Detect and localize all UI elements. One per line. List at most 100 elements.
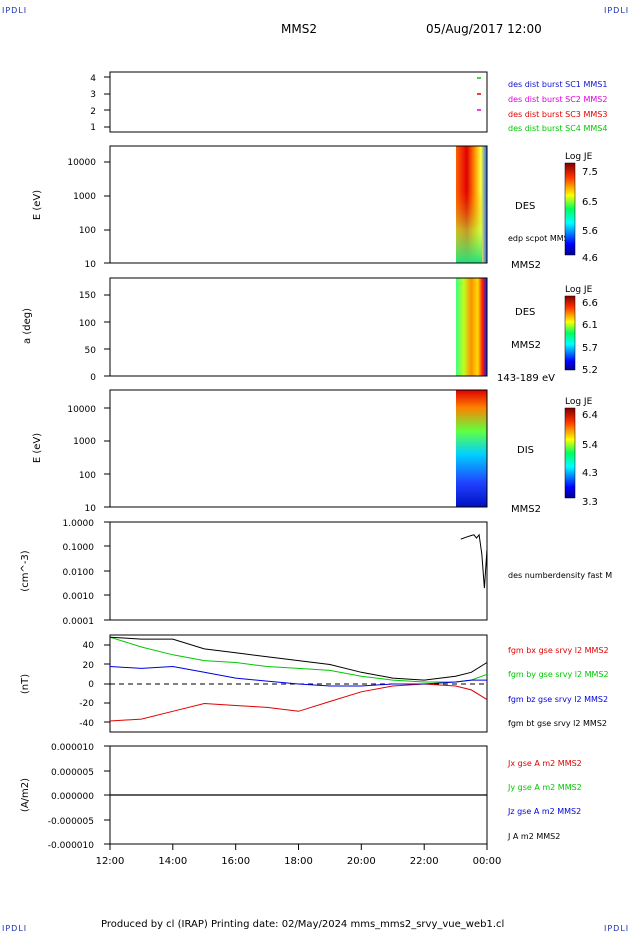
bfield-series-bz — [109, 665, 487, 687]
des-energy-colorbar — [564, 162, 576, 256]
dis-energy-cbar-tick-0: 6.4 — [582, 410, 598, 421]
des-energy-ytick-100: 100 — [79, 226, 96, 236]
dis-energy-ytick-10000: 10000 — [67, 405, 96, 415]
current-legend-jx: Jx gse A m2 MMS2 — [507, 759, 582, 768]
current-ticks — [104, 745, 110, 845]
des-pitch-panel: 150 100 50 0 a (deg) DES MMS2 143-189 eV… — [22, 277, 598, 384]
bfield-panel: 40 20 0 -20 -40 (nT) fgm bx gse srvy l2 … — [20, 634, 609, 733]
burst-frame — [109, 71, 488, 133]
dis-energy-spectrogram — [456, 390, 487, 507]
bfield-series-by — [109, 636, 488, 683]
dis-energy-ytick-10: 10 — [85, 504, 97, 514]
datetime-title: 05/Aug/2017 12:00 — [426, 22, 542, 36]
dis-energy-cbar-title: Log JE — [565, 397, 593, 407]
bfield-ylabel: (nT) — [20, 674, 31, 694]
dis-energy-cbar-tick-2: 4.3 — [582, 468, 598, 479]
current-legend-jz: Jz gse A m2 MMS2 — [507, 807, 581, 816]
density-ytick-0.001: 0.0010 — [63, 592, 95, 602]
bfield-legend-by: fgm by gse srvy l2 MMS2 — [508, 670, 609, 679]
des-pitch-sc: MMS2 — [511, 340, 541, 351]
des-energy-ytick-10000: 10000 — [67, 158, 96, 168]
current-ytick-2: 0.000000 — [51, 792, 94, 802]
burst-ytick-1: 1 — [90, 123, 96, 133]
des-pitch-range: 143-189 eV — [497, 373, 555, 384]
density-ytick-0.1: 0.1000 — [63, 543, 95, 553]
des-energy-cbar-tick-2: 5.6 — [582, 226, 598, 237]
des-pitch-cbar-title: Log JE — [565, 285, 593, 295]
des-energy-cbar-tick-0: 7.5 — [582, 167, 598, 178]
dis-energy-cbar-tick-3: 3.3 — [582, 497, 598, 508]
dis-energy-ticks — [104, 407, 110, 508]
burst-ytick-4: 4 — [90, 74, 96, 84]
current-ytick-4: -0.000010 — [48, 841, 94, 851]
bfield-ytick-0: 0 — [88, 680, 94, 690]
des-pitch-cbar-tick-1: 6.1 — [582, 320, 598, 331]
dis-energy-cbar-tick-1: 5.4 — [582, 440, 598, 451]
des-energy-ytick-10: 10 — [85, 260, 97, 270]
bfield-legend-bx: fgm bx gse srvy l2 MMS2 — [508, 646, 609, 655]
dis-energy-ytick-100: 100 — [79, 471, 96, 481]
des-pitch-cbar-tick-3: 5.2 — [582, 365, 598, 376]
bfield-legend-bz: fgm bz gse srvy l2 MMS2 — [508, 695, 608, 704]
time-tick-1: 14:00 — [158, 856, 187, 867]
density-ticks — [104, 521, 110, 621]
density-ytick-0.0001: 0.0001 — [63, 617, 95, 627]
density-series-line — [460, 533, 488, 589]
corner-label-top-left: IPDLI — [2, 6, 28, 15]
des-pitch-spectrogram — [456, 278, 487, 376]
dis-energy-colorbar — [564, 407, 576, 499]
des-pitch-ticks — [104, 294, 110, 377]
dis-energy-ylabel: E (eV) — [32, 433, 43, 463]
dis-energy-ytick-1000: 1000 — [73, 437, 96, 447]
time-axis-ticks — [109, 844, 488, 850]
density-panel: 1.0000 0.1000 0.0100 0.0010 0.0001 (cm^-… — [20, 519, 612, 627]
des-energy-ytick-1000: 1000 — [73, 192, 96, 202]
corner-label-bottom-right: IPDLI — [604, 924, 630, 933]
current-panel: 0.000010 0.000005 0.000000 -0.000005 -0.… — [20, 743, 582, 851]
des-energy-name: DES — [515, 201, 535, 212]
burst-legend-3: des dist burst SC3 MMS3 — [508, 110, 607, 119]
corner-label-bottom-left: IPDLI — [2, 924, 28, 933]
current-ytick-3: -0.000005 — [48, 817, 94, 827]
current-ylabel: (A/m2) — [20, 778, 31, 812]
density-frame — [109, 521, 488, 621]
time-tick-4: 20:00 — [347, 856, 376, 867]
des-energy-cbar-tick-3: 4.6 — [582, 253, 598, 264]
burst-ytick-3: 3 — [90, 90, 96, 100]
current-ytick-1: 0.000005 — [51, 768, 94, 778]
des-pitch-ytick-50: 50 — [85, 346, 97, 356]
burst-ytick-2: 2 — [90, 107, 96, 117]
des-energy-ylabel: E (eV) — [32, 190, 43, 220]
time-axis: 12:00 14:00 16:00 18:00 20:00 22:00 00:0… — [96, 844, 502, 867]
des-pitch-cbar-tick-2: 5.7 — [582, 343, 598, 354]
current-legend-j: J A m2 MMS2 — [507, 832, 560, 841]
des-pitch-cbar-tick-0: 6.6 — [582, 298, 598, 309]
time-tick-5: 22:00 — [410, 856, 439, 867]
density-ytick-1: 1.0000 — [63, 519, 95, 529]
bfield-ytick-minus20: -20 — [79, 699, 94, 709]
time-tick-6: 00:00 — [473, 856, 502, 867]
des-energy-frame — [109, 145, 488, 264]
des-energy-spectrogram-low — [456, 190, 482, 263]
bfield-ytick-20: 20 — [83, 661, 95, 671]
bfield-series-bt — [109, 636, 488, 681]
des-pitch-ytick-150: 150 — [79, 291, 96, 301]
burst-legend-1: des dist burst SC1 MMS1 — [508, 80, 607, 89]
bfield-series-group — [109, 636, 488, 722]
des-pitch-frame — [109, 277, 488, 377]
density-ylabel: (cm^-3) — [20, 550, 31, 591]
current-legend-jy: Jy gse A m2 MMS2 — [507, 783, 582, 792]
burst-legend-4: des dist burst SC4 MMS4 — [508, 124, 607, 133]
dis-energy-panel: 10000 1000 100 10 E (eV) DIS MMS2 Log JE… — [32, 389, 598, 515]
bfield-ytick-minus40: -40 — [79, 719, 94, 729]
des-energy-sc: MMS2 — [511, 260, 541, 271]
burst-panel: 4 3 2 1 des dist burst SC1 MMS1 des dist… — [90, 71, 607, 133]
time-tick-3: 18:00 — [284, 856, 313, 867]
corner-label-top-right: IPDLI — [604, 6, 630, 15]
des-pitch-colorbar — [564, 295, 576, 371]
des-pitch-ylabel: a (deg) — [22, 308, 33, 344]
density-ytick-0.01: 0.0100 — [63, 568, 95, 578]
dis-energy-sc: MMS2 — [511, 504, 541, 515]
current-ytick-0: 0.000010 — [51, 743, 94, 753]
